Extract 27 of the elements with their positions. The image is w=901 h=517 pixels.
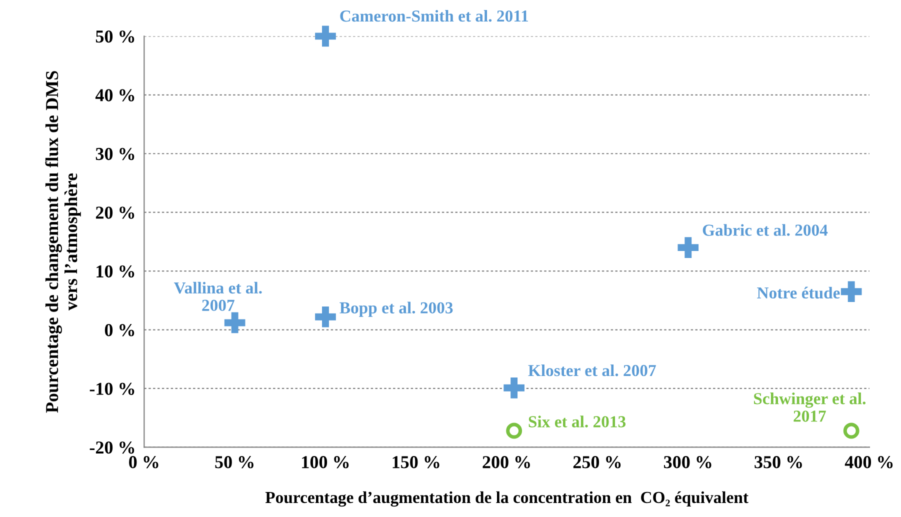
x-tick-label: 200 % xyxy=(482,456,530,468)
x-tick-label: 350 % xyxy=(754,456,802,468)
y-tick-label: 40 % xyxy=(95,89,134,102)
y-tick-label: 30 % xyxy=(96,148,134,160)
annotation: Cameron-Smith et al. 2011 xyxy=(340,10,528,22)
x-tick-label: 0 % xyxy=(129,456,158,468)
annotation: Bopp et al. 2003 xyxy=(340,302,453,317)
y-tick-label: 0 % xyxy=(104,324,134,336)
y-tick-label: 20 % xyxy=(96,206,134,219)
annotation: Six et al. 2013 xyxy=(528,416,626,428)
x-tick-label: 300 % xyxy=(664,456,712,468)
x-tick-label: 250 % xyxy=(573,456,621,468)
annotation: Vallina et al. 2007 xyxy=(174,282,262,312)
y-axis-title: Pourcentage de changement du flux de DMS vers l’atmosphère xyxy=(45,71,81,413)
x-tick-label: 100 % xyxy=(302,456,349,468)
x-axis-title: Pourcentage d’augmentation de la concentration en CO₂ équivalent xyxy=(265,491,748,507)
x-tick-label: 400 % xyxy=(844,456,893,468)
annotation: Notre étude xyxy=(757,286,840,299)
x-tick-label: 50 % xyxy=(215,456,254,468)
y-tick-label: 10 % xyxy=(96,265,134,278)
x-tick-label: 150 % xyxy=(392,456,440,468)
y-tick-label: 50 % xyxy=(96,30,134,43)
annotation: Gabric et al. 2004 xyxy=(702,224,828,236)
y-tick-label: -10 % xyxy=(90,382,134,395)
annotation: Kloster et al. 2007 xyxy=(528,364,656,376)
y-tick-label: -20 % xyxy=(90,441,134,454)
annotation: Schwinger et al. 2017 xyxy=(754,392,866,422)
